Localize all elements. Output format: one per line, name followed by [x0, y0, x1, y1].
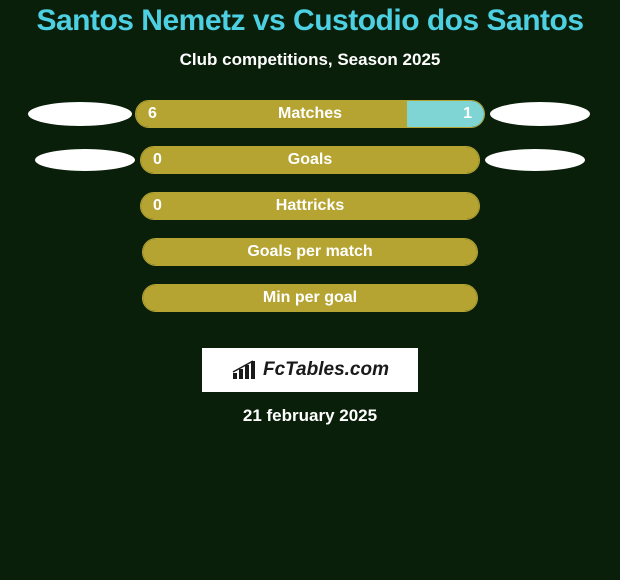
- stat-row: Matches 6 1: [8, 100, 612, 128]
- stat-value-left: 6: [148, 105, 157, 123]
- subtitle: Club competitions, Season 2025: [8, 50, 612, 70]
- stat-label: Matches: [278, 105, 342, 123]
- stat-label: Min per goal: [263, 289, 357, 307]
- decor-ellipse: [490, 102, 590, 126]
- left-decor: [30, 149, 140, 171]
- bar-segment-left: [136, 101, 407, 127]
- date-label: 21 february 2025: [8, 406, 612, 426]
- stat-row: Goals 0: [8, 146, 612, 174]
- comparison-infographic: Santos Nemetz vs Custodio dos Santos Clu…: [0, 0, 620, 426]
- stat-label: Goals per match: [247, 243, 372, 261]
- stat-row: Min per goal: [8, 284, 612, 312]
- decor-ellipse: [28, 102, 132, 126]
- bar-segment-right: [407, 101, 484, 127]
- right-decor: [485, 102, 595, 126]
- stat-value-left: 0: [153, 151, 162, 169]
- page-title: Santos Nemetz vs Custodio dos Santos: [8, 4, 612, 38]
- stat-value-right: 1: [463, 105, 472, 123]
- stat-bar: Min per goal: [142, 284, 478, 312]
- stat-row: Hattricks 0: [8, 192, 612, 220]
- left-decor: [25, 102, 135, 126]
- stat-label: Goals: [288, 151, 332, 169]
- logo-text: FcTables.com: [263, 359, 389, 381]
- stats-list: Matches 6 1 Goals 0 Hattricks 0 Goals per match…: [8, 100, 612, 330]
- stat-value-left: 0: [153, 197, 162, 215]
- decor-ellipse: [35, 149, 135, 171]
- stat-row: Goals per match: [8, 238, 612, 266]
- source-logo: FcTables.com: [202, 348, 418, 392]
- stat-bar: Hattricks 0: [140, 192, 480, 220]
- stat-label: Hattricks: [276, 197, 344, 215]
- right-decor: [480, 149, 590, 171]
- decor-ellipse: [485, 149, 585, 171]
- stat-bar: Goals 0: [140, 146, 480, 174]
- stat-bar: Matches 6 1: [135, 100, 485, 128]
- barchart-icon: [231, 359, 257, 381]
- stat-bar: Goals per match: [142, 238, 478, 266]
